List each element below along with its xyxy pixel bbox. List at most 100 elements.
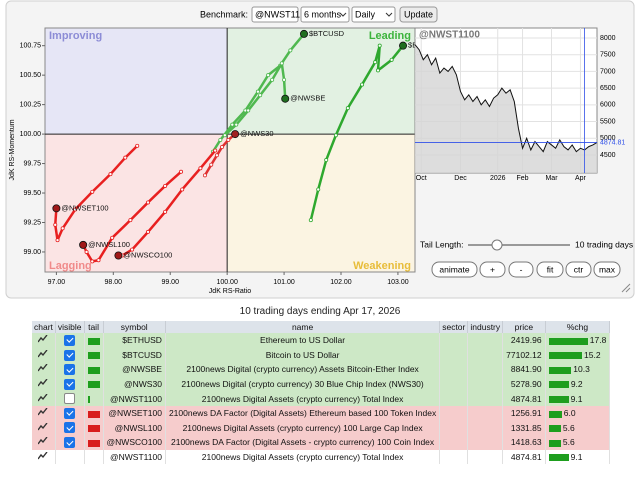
quadrant (227, 28, 415, 135)
visible-checkbox[interactable] (64, 407, 76, 419)
button-text: + (490, 264, 495, 274)
change-cell: 9.1 (545, 449, 611, 465)
chart-cell (32, 362, 56, 377)
button-box (565, 261, 592, 278)
visible-cell (55, 391, 85, 406)
column-header[interactable]: name (165, 321, 441, 333)
sector-cell (439, 333, 469, 348)
change-bar (548, 439, 561, 447)
change-label: 6.0 (563, 408, 576, 419)
tail-swatch (87, 410, 100, 418)
chart-cell (32, 449, 56, 465)
visible-checkbox[interactable] (64, 334, 76, 346)
tail-head (399, 41, 408, 50)
tail-length-value: 10 trading days (575, 239, 633, 249)
name-cell: Bitcoin to US Dollar (165, 347, 441, 363)
name-cell: 2100news Digital (crypto currency) 30 Bl… (165, 376, 441, 392)
change-bar (548, 337, 588, 345)
control-button[interactable]: animate (431, 261, 478, 278)
control-button[interactable]: max (593, 261, 621, 278)
chart-icon[interactable] (37, 437, 48, 445)
x-tick-label: 102.00 (330, 279, 352, 286)
sector-cell (439, 362, 469, 377)
visible-cell (55, 449, 85, 465)
visible-checkbox[interactable] (64, 437, 76, 449)
change-cell: 10.3 (545, 362, 611, 377)
x-tick-label: 99.00 (161, 279, 179, 286)
visible-checkbox[interactable] (64, 378, 76, 390)
tail-cell (84, 391, 104, 406)
chart-icon[interactable] (37, 364, 48, 372)
chart-icon[interactable] (37, 334, 48, 343)
tail-point (220, 145, 225, 150)
column-header[interactable]: symbol (103, 321, 166, 333)
tail-cell (84, 376, 104, 392)
name-cell: 2100news Digital (crypto currency) Asset… (165, 362, 441, 377)
y-tick-label: 7000 (600, 68, 616, 75)
column-header[interactable]: tail (84, 321, 104, 333)
chart-icon[interactable] (37, 451, 48, 460)
column-header[interactable]: %chg (545, 321, 611, 333)
dropdown-arrow (385, 12, 393, 17)
interval-select-box (351, 6, 396, 23)
chart-cell (32, 405, 56, 421)
visible-cell (55, 435, 85, 450)
chart-icon[interactable] (37, 407, 48, 416)
column-header[interactable]: industry (467, 321, 504, 333)
tail-point (373, 60, 378, 65)
visible-cell (55, 347, 85, 363)
button-text: fit (547, 264, 554, 274)
x-tick-label: Apr (575, 175, 587, 182)
visible-cell (55, 333, 85, 348)
control-button[interactable]: ctr (565, 261, 592, 278)
tail-point (288, 48, 293, 53)
change-bar (548, 395, 569, 403)
chart-icon[interactable] (37, 422, 48, 431)
y-tick-label: 4500 (600, 152, 616, 159)
tail-point (163, 183, 168, 188)
chart-icon[interactable] (37, 349, 48, 358)
tail-length-label: Tail Length: (420, 239, 463, 249)
x-tick-label: 103.00 (387, 279, 409, 286)
period-select[interactable]: 6 months (300, 6, 350, 23)
y-tick-label: 100.50 (20, 72, 42, 79)
tail-point (60, 226, 65, 231)
visible-checkbox[interactable] (64, 422, 76, 434)
tail-point (84, 249, 89, 254)
update-button[interactable]: Update (399, 6, 438, 23)
tail-point (90, 259, 95, 264)
tail-point (214, 153, 219, 158)
x-tick-label: 98.00 (105, 279, 123, 286)
name-cell: 2100news DA Factor (Digital Assets - cry… (165, 435, 441, 450)
visible-checkbox[interactable] (64, 393, 76, 405)
tail-point (218, 137, 223, 142)
symbol-cell: $BTCUSD (103, 347, 166, 363)
control-button[interactable]: - (508, 261, 534, 278)
change-bar (548, 352, 583, 360)
column-header[interactable]: chart (32, 321, 56, 333)
slider-knob[interactable] (491, 239, 503, 251)
chart-icon[interactable] (37, 393, 48, 402)
y-tick-label: 7500 (600, 52, 616, 59)
sector-cell (439, 376, 469, 392)
reference-label: 4874.81 (600, 139, 625, 146)
y-tick-label: 99.25 (23, 219, 41, 226)
y-tick-label: 99.00 (23, 249, 41, 256)
column-header[interactable]: visible (55, 321, 85, 333)
visible-checkbox[interactable] (64, 349, 76, 361)
column-header[interactable]: price (502, 321, 546, 333)
tail-head (79, 240, 88, 249)
control-button[interactable]: + (479, 261, 506, 278)
control-button[interactable]: fit (536, 261, 564, 278)
benchmark-input[interactable]: @NWST11( (251, 6, 303, 23)
column-header[interactable]: sector (439, 321, 469, 333)
tail-label: $BTCUSD (309, 29, 345, 38)
tail-point (53, 222, 58, 227)
symbol-cell: @NWST1100 (103, 391, 166, 406)
chart-icon[interactable] (37, 378, 48, 387)
visible-checkbox[interactable] (64, 364, 76, 376)
interval-select[interactable]: Daily (351, 6, 396, 23)
x-axis-label: JdK RS-Ratio (209, 288, 252, 295)
tail-point (73, 207, 78, 212)
change-bar (548, 425, 561, 433)
